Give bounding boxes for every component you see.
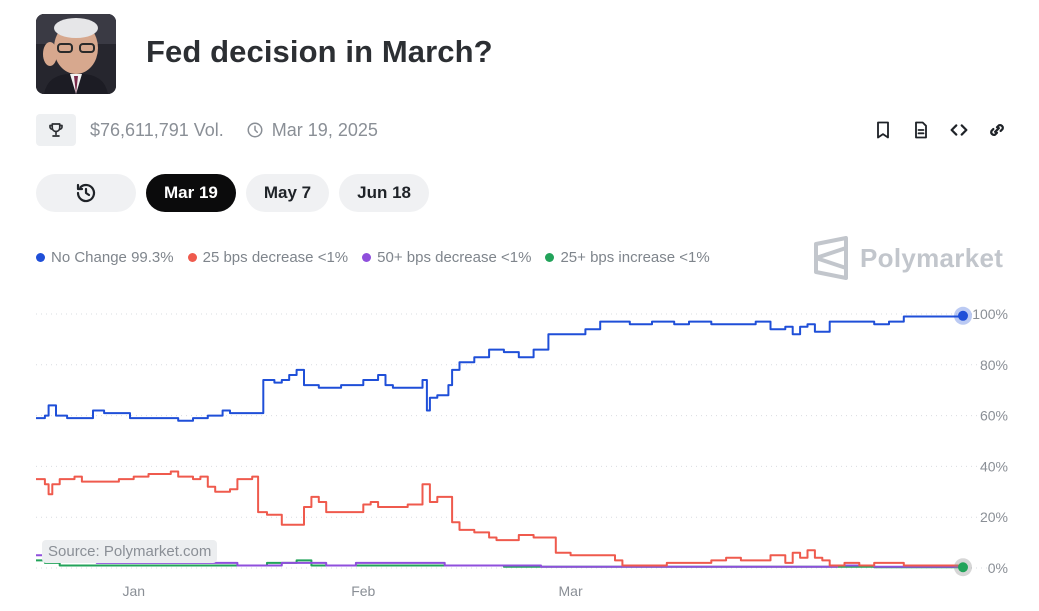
legend-label: 25 bps decrease	[202, 249, 314, 266]
legend-label: 50+ bps decrease	[377, 249, 497, 266]
legend-label: No Change	[51, 249, 127, 266]
legend-item-no-change[interactable]: No Change 99.3%	[36, 249, 174, 266]
document-icon	[915, 121, 927, 139]
y-axis-labels: 0% 20% 40% 60% 80% 100%	[972, 306, 1008, 576]
source-label: Source: Polymarket.com	[42, 540, 218, 563]
end-marker	[958, 310, 968, 321]
chart-grid	[36, 313, 1005, 569]
tab-jun-18[interactable]: Jun 18	[339, 174, 429, 212]
polymarket-logo-icon	[814, 236, 848, 280]
polymarket-logo: Polymarket	[812, 236, 1003, 280]
x-axis-labels: Jan Feb Mar	[122, 583, 583, 599]
code-icon	[950, 124, 968, 136]
trophy-icon	[49, 123, 63, 137]
legend-item-25-increase[interactable]: 25+ bps increase <1%	[545, 249, 710, 266]
tab-mar-19[interactable]: Mar 19	[146, 174, 236, 212]
market-title: Fed decision in March?	[146, 34, 493, 69]
bookmark-button[interactable]	[871, 118, 895, 142]
y-tick-label: 80%	[980, 357, 1008, 373]
x-tick-label: Feb	[351, 583, 375, 599]
legend-dot	[362, 253, 372, 262]
y-tick-label: 100%	[972, 306, 1008, 322]
bookmark-icon	[877, 121, 889, 139]
tab-may-7[interactable]: May 7	[245, 174, 330, 212]
chart-legend: No Change 99.3% 25 bps decrease <1% 50+ …	[36, 249, 710, 266]
end-date-text: Mar 19, 2025	[271, 119, 378, 140]
legend-item-50-decrease[interactable]: 50+ bps decrease <1%	[362, 249, 531, 266]
brand-name: Polymarket	[860, 242, 1004, 273]
legend-dot	[545, 253, 555, 262]
history-button[interactable]	[36, 174, 136, 212]
series-line	[36, 470, 964, 567]
y-tick-label: 60%	[980, 408, 1008, 424]
legend-value: <1%	[679, 249, 710, 266]
x-tick-label: Mar	[559, 583, 583, 599]
action-bar	[871, 118, 1009, 142]
embed-button[interactable]	[947, 118, 971, 142]
copy-link-button[interactable]	[985, 118, 1009, 142]
volume-text: $76,611,791 Vol.	[90, 119, 224, 140]
end-marker	[958, 562, 968, 573]
history-icon	[76, 183, 96, 203]
document-button[interactable]	[909, 118, 933, 142]
link-icon	[990, 124, 1004, 136]
series-line	[36, 315, 964, 422]
market-avatar	[36, 14, 116, 94]
probability-chart: 0% 20% 40% 60% 80% 100% Jan Feb Mar	[36, 306, 1008, 599]
legend-dot	[36, 253, 45, 262]
y-tick-label: 20%	[980, 509, 1008, 525]
y-tick-label: 0%	[988, 560, 1008, 576]
trophy-badge[interactable]	[36, 114, 76, 146]
meta-row: $76,611,791 Vol. Mar 19, 2025	[36, 114, 378, 146]
legend-item-25-decrease[interactable]: 25 bps decrease <1%	[187, 249, 349, 266]
legend-value: 99.3%	[131, 249, 174, 266]
legend-value: <1%	[501, 249, 532, 266]
date-tabs: Mar 19 May 7 Jun 18	[36, 174, 429, 212]
legend-label: 25+ bps increase	[560, 249, 676, 266]
legend-dot	[187, 253, 197, 262]
clock-icon	[246, 121, 264, 139]
end-markers	[954, 306, 972, 577]
legend-value: <1%	[317, 249, 349, 266]
y-tick-label: 40%	[980, 458, 1008, 474]
x-tick-label: Jan	[122, 583, 145, 599]
series-lines	[36, 315, 964, 569]
